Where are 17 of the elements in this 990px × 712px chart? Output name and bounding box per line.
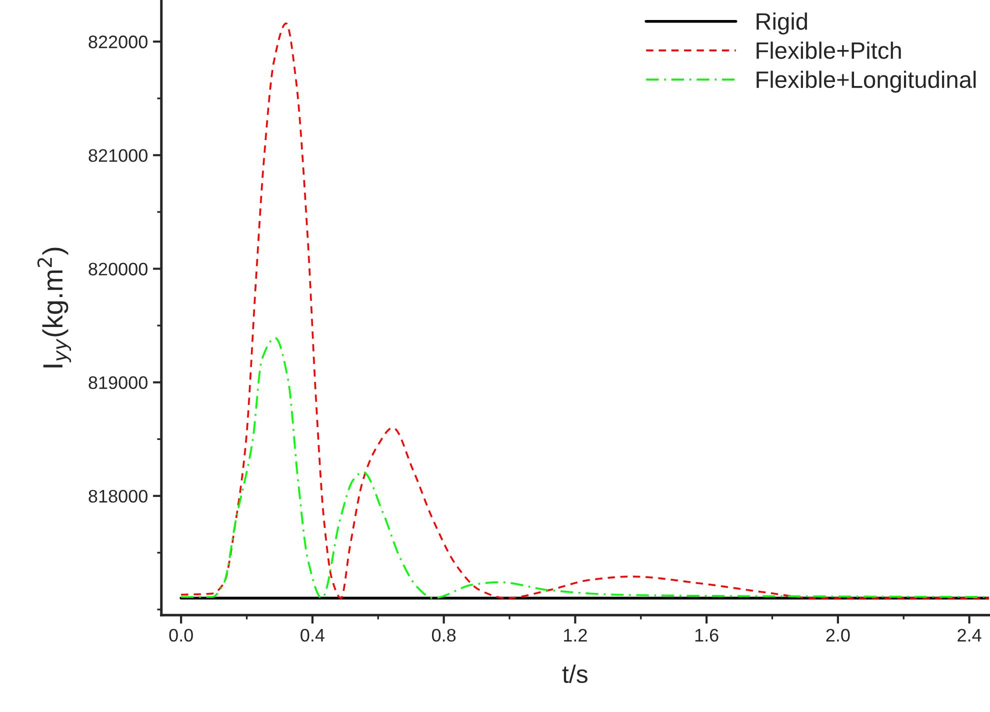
y-tick-label: 819000 [88, 376, 148, 390]
x-tick-label: 0.4 [300, 628, 324, 642]
y-axis-title: I$_{yy}$(kg.m$^{2}$) [37, 248, 72, 368]
x-tick-label: 1.2 [564, 628, 587, 642]
y-tick-label: 822000 [88, 36, 148, 48]
y-tick-label: 820000 [88, 262, 148, 276]
x-tick-label: 2.0 [826, 628, 850, 642]
x-tick-label: 0.8 [432, 628, 456, 642]
x-tick-label: 2.4 [958, 628, 982, 642]
legend-label: Flexible+Longitudinal [756, 70, 976, 93]
legend-label: Rigid [756, 12, 808, 35]
legend-label: Flexible+Pitch [756, 42, 901, 59]
x-tick-label: 0.0 [169, 628, 193, 642]
y-tick-label: 821000 [88, 149, 148, 162]
y-tick-label: 818000 [88, 490, 148, 503]
x-tick-label: 1.6 [695, 628, 718, 642]
x-axis-title: t/s [562, 664, 588, 683]
